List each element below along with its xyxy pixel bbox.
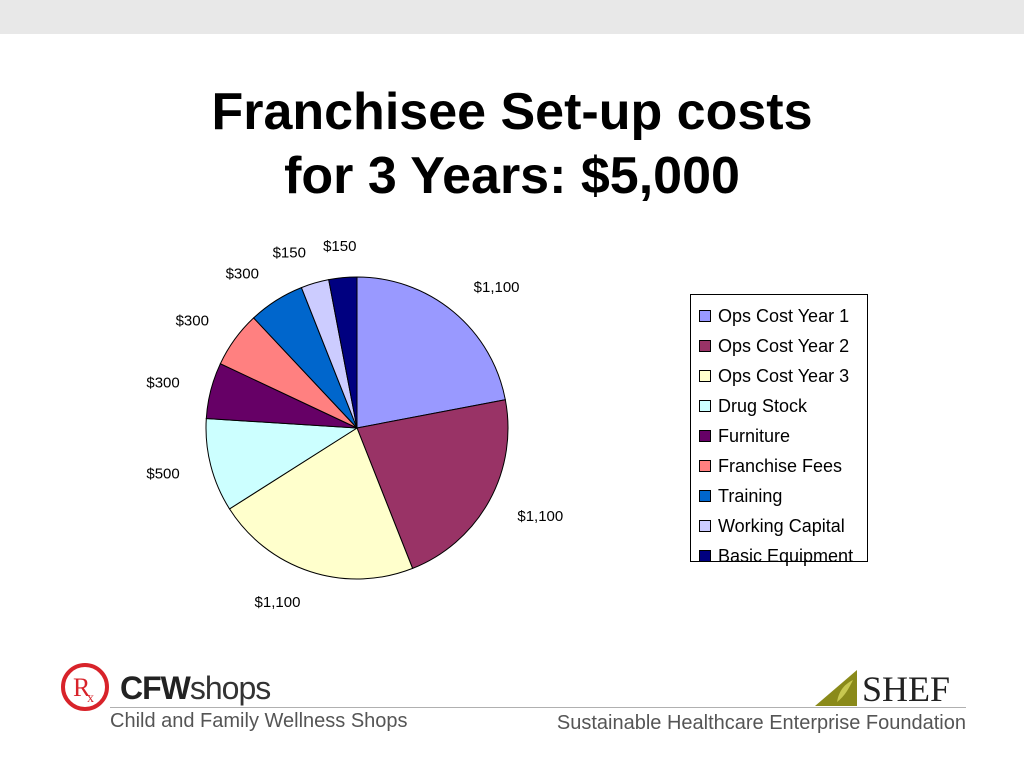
data-label-basic-equipment: $150 — [323, 238, 356, 255]
footer-divider — [110, 707, 966, 708]
title-line-2: for 3 Years: $5,000 — [284, 147, 740, 205]
legend-swatch — [699, 550, 711, 562]
data-label-franchise-fees: $300 — [176, 312, 209, 329]
cfw-logo-text: CFWshops — [120, 670, 271, 706]
pie-slice-ops-cost-year-1 — [356, 276, 506, 429]
legend-swatch — [699, 310, 711, 322]
chart-legend: Ops Cost Year 1 Ops Cost Year 2 Ops Cost Y… — [690, 294, 868, 566]
rx-icon: R x — [61, 663, 109, 711]
legend-swatch — [699, 460, 711, 472]
title-line-1: Franchisee Set-up costs — [211, 83, 813, 141]
legend-item: Drug Stock — [691, 391, 867, 421]
data-label-ops-cost-year-3: $1,100 — [255, 594, 301, 611]
legend-label: Ops Cost Year 2 — [718, 335, 850, 356]
legend-label: Ops Cost Year 1 — [718, 305, 850, 326]
legend-item: Training — [691, 481, 867, 511]
legend-item: Basic Equipment — [691, 541, 867, 571]
data-label-training: $300 — [226, 265, 259, 282]
data-label-drug-stock: $500 — [146, 466, 179, 483]
shef-logo-text: SHEF — [862, 669, 951, 709]
slide-title: Franchisee Set-up costs for 3 Years: $5,… — [0, 80, 1024, 208]
data-label-furniture: $300 — [146, 374, 179, 391]
legend-item: Ops Cost Year 3 — [691, 361, 867, 391]
legend-swatch — [699, 340, 711, 352]
legend-swatch — [699, 520, 711, 532]
legend-swatch — [699, 430, 711, 442]
pie-slice-drug-stock — [205, 417, 359, 510]
legend-label: Drug Stock — [718, 395, 808, 416]
data-label-ops-cost-year-2: $1,100 — [517, 508, 563, 525]
data-label-ops-cost-year-1: $1,100 — [474, 279, 520, 296]
legend-label: Franchise Fees — [718, 455, 843, 476]
data-label-working-capital: $150 — [273, 244, 306, 261]
legend-label: Basic Equipment — [718, 545, 854, 566]
legend-item: Franchise Fees — [691, 451, 867, 481]
footer-left-caption: Child and Family Wellness Shops — [110, 710, 408, 732]
pie-slice-basic-equipment — [328, 276, 358, 429]
legend-swatch — [699, 400, 711, 412]
pie-slice-ops-cost-year-3 — [228, 427, 414, 580]
svg-text:R: R — [73, 673, 91, 702]
legend-item: Ops Cost Year 1 — [691, 301, 867, 331]
legend-item: Working Capital — [691, 511, 867, 541]
shef-logo — [815, 670, 857, 706]
legend-item: Ops Cost Year 2 — [691, 331, 867, 361]
legend-item: Furniture — [691, 421, 867, 451]
cfw-logo: R x — [58, 660, 268, 712]
legend-swatch — [699, 490, 711, 502]
top-bar — [0, 0, 1024, 34]
legend-label: Ops Cost Year 3 — [718, 365, 850, 386]
svg-text:x: x — [87, 691, 94, 706]
legend-label: Working Capital — [718, 515, 845, 536]
shef-leaf-icon — [815, 670, 857, 706]
legend-label: Training — [718, 485, 783, 506]
legend-label: Furniture — [718, 425, 791, 446]
legend-swatch — [699, 370, 711, 382]
footer-right-caption: Sustainable Healthcare Enterprise Founda… — [556, 712, 966, 734]
pie-slice-ops-cost-year-2 — [356, 399, 509, 570]
